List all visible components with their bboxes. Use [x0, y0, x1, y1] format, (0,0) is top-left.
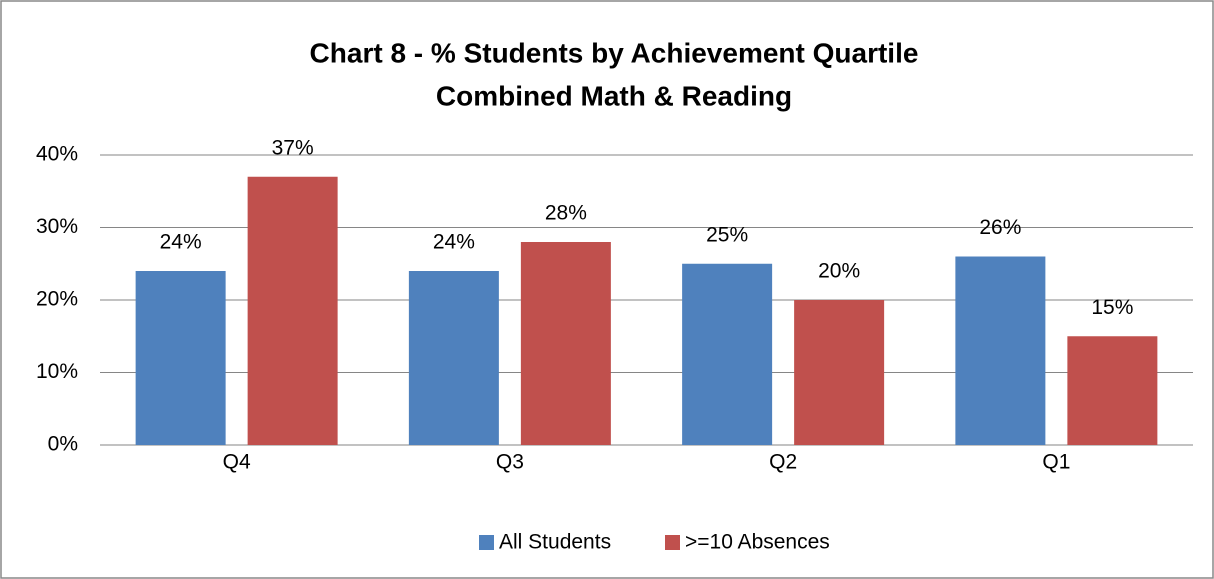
value-label: 15% [1091, 296, 1133, 319]
value-label: 28% [545, 202, 587, 225]
value-label: 24% [433, 231, 475, 254]
x-tick-label: Q3 [496, 451, 524, 474]
y-tick-label: 40% [36, 143, 78, 166]
value-label: 20% [818, 260, 860, 283]
chart-subtitle: Combined Math & Reading [436, 80, 792, 111]
bar [682, 263, 773, 445]
bar [247, 176, 338, 445]
bar [955, 256, 1046, 445]
x-tick-label: Q1 [1042, 451, 1070, 474]
bar [135, 271, 226, 445]
legend-label: All Students [499, 531, 611, 554]
y-tick-label: 20% [36, 288, 78, 311]
value-label: 26% [979, 216, 1021, 239]
y-tick-label: 0% [48, 433, 78, 456]
legend-swatch [479, 535, 494, 550]
x-tick-label: Q2 [769, 451, 797, 474]
value-label: 24% [160, 231, 202, 254]
value-label: 37% [272, 136, 314, 159]
bar [408, 271, 499, 445]
legend-label: >=10 Absences [685, 531, 830, 554]
value-label: 25% [706, 223, 748, 246]
y-tick-label: 10% [36, 360, 78, 383]
bar [520, 242, 611, 445]
legend-swatch [665, 535, 680, 550]
bar [794, 300, 885, 445]
bar [1067, 336, 1158, 445]
x-tick-label: Q4 [223, 451, 251, 474]
y-tick-label: 30% [36, 215, 78, 238]
chart-title: Chart 8 - % Students by Achievement Quar… [310, 37, 919, 68]
